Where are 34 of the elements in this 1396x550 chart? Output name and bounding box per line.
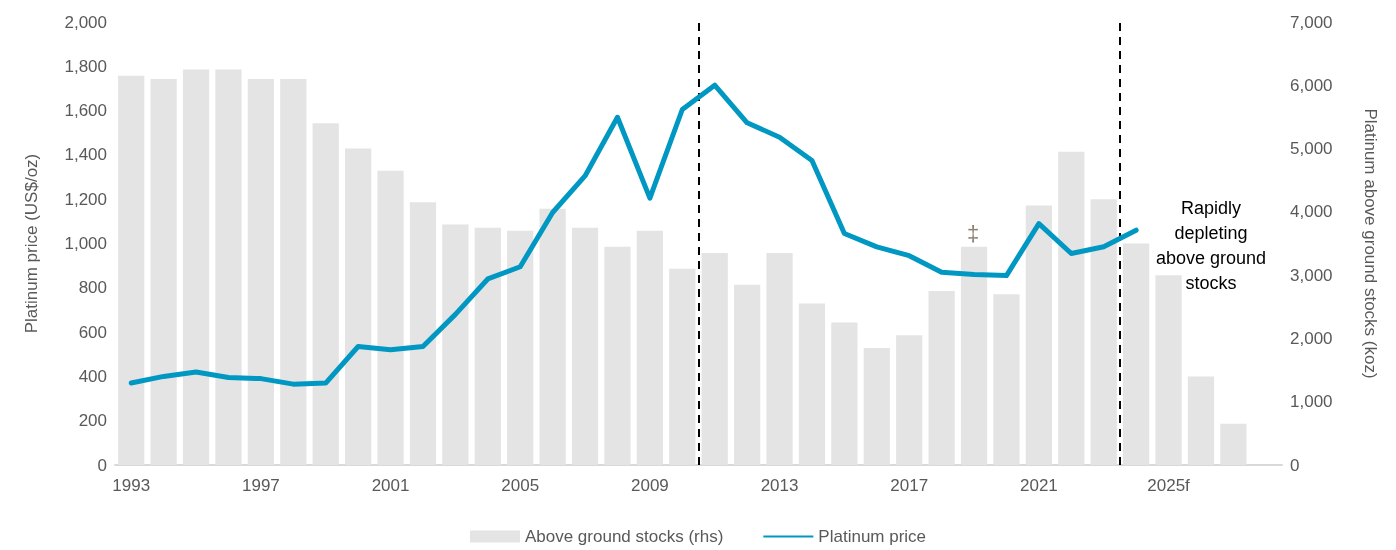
y2-tick-label: 6,000 — [1290, 75, 1333, 95]
y2-axis-title: Platinum above ground stocks (koz) — [1361, 108, 1380, 379]
y2-tick-label: 4,000 — [1290, 202, 1333, 222]
x-tick-label: 1997 — [241, 476, 280, 495]
y2-tick-label: 1,000 — [1290, 392, 1333, 412]
x-tick-label: 2017 — [890, 476, 929, 495]
y-tick-label: 600 — [78, 322, 107, 342]
x-tick-label: 2025f — [1147, 476, 1191, 495]
x-tick-label: 2021 — [1019, 476, 1058, 495]
x-tick-label: 1993 — [112, 476, 151, 495]
y2-tick-label: 7,000 — [1290, 12, 1333, 32]
y-tick-label: 800 — [78, 278, 107, 298]
y-tick-label: 1,600 — [64, 101, 107, 121]
x-tick-label: 2013 — [760, 476, 799, 495]
y2-tick-label: 0 — [1290, 455, 1300, 475]
y-tick-label: 0 — [97, 455, 107, 475]
annotation: Rapidly depleting above ground stocks — [1155, 197, 1267, 293]
y2-tick-label: 3,000 — [1290, 265, 1333, 285]
y-tick-label: 1,000 — [64, 234, 107, 253]
x-tick-label: 2009 — [630, 476, 669, 495]
x-tick-label: 2001 — [371, 476, 410, 495]
y-tick-label: 1,200 — [64, 189, 107, 209]
legend-label: Above ground stocks (rhs) — [524, 527, 724, 546]
y-tick-label: 2,000 — [64, 12, 107, 32]
y-tick-label: 1,400 — [64, 145, 107, 165]
y-tick-label: 400 — [78, 366, 107, 386]
y-tick-label: 1,800 — [64, 56, 107, 76]
x-tick-label: 2005 — [501, 476, 540, 495]
annotation: ‡ — [966, 220, 980, 246]
legend-label: Platinum price — [818, 527, 927, 546]
y-axis-title: Platinum price (US$/oz) — [22, 153, 41, 334]
y-tick-label: 200 — [78, 411, 107, 431]
y2-tick-label: 2,000 — [1290, 328, 1333, 348]
y2-tick-label: 5,000 — [1290, 139, 1333, 159]
